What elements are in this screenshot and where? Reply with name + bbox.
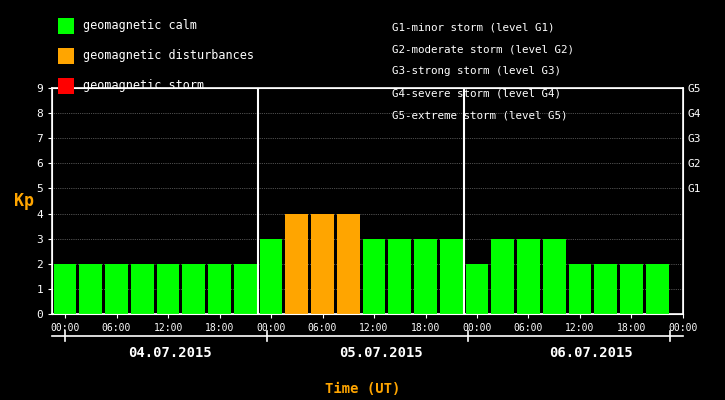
Bar: [105, 264, 128, 314]
Text: Time (UT): Time (UT): [325, 382, 400, 396]
Bar: [543, 239, 566, 314]
Text: Kp: Kp: [14, 192, 34, 210]
Text: G2-moderate storm (level G2): G2-moderate storm (level G2): [392, 44, 573, 54]
Bar: [620, 264, 643, 314]
Text: 04.07.2015: 04.07.2015: [128, 346, 212, 360]
Bar: [311, 214, 334, 314]
Bar: [440, 239, 463, 314]
Text: G1-minor storm (level G1): G1-minor storm (level G1): [392, 22, 554, 32]
Text: G3-strong storm (level G3): G3-strong storm (level G3): [392, 66, 560, 76]
Text: 05.07.2015: 05.07.2015: [339, 346, 423, 360]
Text: G5-extreme storm (level G5): G5-extreme storm (level G5): [392, 110, 567, 120]
Bar: [465, 264, 489, 314]
Text: 06.07.2015: 06.07.2015: [549, 346, 633, 360]
Bar: [414, 239, 437, 314]
Bar: [80, 264, 102, 314]
Text: geomagnetic disturbances: geomagnetic disturbances: [83, 50, 254, 62]
Bar: [286, 214, 308, 314]
Bar: [208, 264, 231, 314]
Bar: [389, 239, 411, 314]
Bar: [183, 264, 205, 314]
Bar: [54, 264, 76, 314]
Bar: [131, 264, 154, 314]
Bar: [260, 239, 282, 314]
Bar: [594, 264, 617, 314]
Text: G4-severe storm (level G4): G4-severe storm (level G4): [392, 88, 560, 98]
Text: geomagnetic calm: geomagnetic calm: [83, 20, 196, 32]
Text: geomagnetic storm: geomagnetic storm: [83, 80, 204, 92]
Bar: [492, 239, 514, 314]
Bar: [568, 264, 592, 314]
Bar: [234, 264, 257, 314]
Bar: [157, 264, 179, 314]
Bar: [362, 239, 386, 314]
Bar: [337, 214, 360, 314]
Bar: [646, 264, 668, 314]
Bar: [517, 239, 540, 314]
